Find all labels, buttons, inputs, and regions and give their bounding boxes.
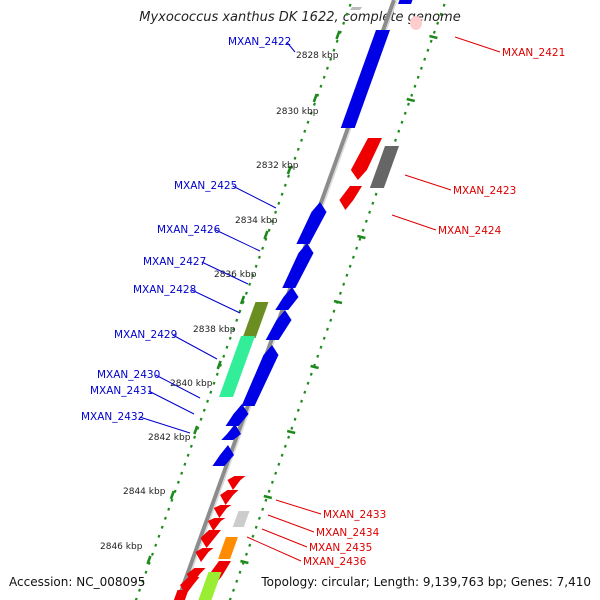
left-leader-line (201, 261, 249, 285)
major-tick (335, 30, 341, 40)
gene-block-2433b (220, 490, 239, 505)
left-leader-line (286, 41, 296, 53)
gene-block-2428 (242, 302, 269, 338)
right-leader-line (404, 174, 452, 191)
left-leader-line (232, 185, 277, 209)
kbp-label: 2834 kbp (235, 216, 278, 226)
kbp-label: 2844 kbp (123, 487, 166, 497)
right-gene-label: MXAN_2424 (438, 225, 502, 237)
gene-block-2425 (296, 202, 327, 244)
major-tick (429, 34, 438, 40)
major-tick (286, 165, 293, 175)
accession-text: Accession: NC_008095 (9, 575, 146, 589)
major-tick (239, 295, 246, 305)
major-tick (193, 425, 199, 435)
gene-block-2435 (218, 537, 238, 559)
major-tick (263, 230, 269, 240)
gene-block-2421-partial (410, 16, 422, 30)
gene-block-lime (198, 572, 222, 600)
right-gene-label: MXAN_2435 (309, 542, 372, 554)
gene-block-2433a (227, 476, 246, 490)
major-tick (333, 299, 343, 305)
gene-block-2429 (219, 336, 255, 397)
kbp-label: 2836 kbp (214, 270, 257, 280)
right-leader-line (267, 514, 315, 533)
major-tick (146, 555, 152, 565)
left-gene-label: MXAN_2428 (133, 284, 196, 296)
major-tick (216, 360, 222, 370)
left-leader-line (191, 289, 241, 314)
left-gene-label: MXAN_2429 (114, 329, 177, 341)
left-gene-label: MXAN_2426 (157, 224, 221, 236)
left-gene-label: MXAN_2430 (97, 369, 160, 381)
major-tick (169, 490, 176, 500)
kbp-label: 2830 kbp (276, 107, 319, 117)
gene-block-2427 (275, 287, 299, 310)
gene-block-2432 (212, 445, 234, 466)
left-gene-label: MXAN_2431 (90, 385, 153, 397)
left-gene-label: MXAN_2425 (174, 180, 237, 192)
gene-block-2423a (350, 138, 382, 180)
right-leader-line (391, 214, 437, 231)
kbp-label: 2832 kbp (256, 161, 299, 171)
gene-block-2431 (225, 404, 249, 426)
gene-block-2436a (195, 548, 214, 562)
major-tick (240, 559, 249, 565)
right-gene-label: MXAN_2423 (453, 185, 516, 197)
right-gene-label: MXAN_2421 (502, 47, 565, 59)
inner-tick-ring (134, 3, 352, 600)
right-leader-line (246, 536, 302, 562)
kbp-label: 2840 kbp (170, 379, 213, 389)
major-tick (310, 364, 319, 370)
left-leader-line (172, 334, 218, 360)
gene-block-2431b (221, 424, 241, 440)
left-leader-line (155, 374, 201, 399)
right-leader-line (454, 36, 501, 53)
left-leader-line (148, 390, 195, 415)
gene-block-2435b (200, 530, 221, 548)
gene-block-2423 (369, 146, 399, 188)
right-gene-label: MXAN_2434 (316, 527, 380, 539)
major-tick (406, 97, 416, 103)
gene-block-2433c (213, 505, 232, 518)
kbp-label: 2838 kbp (193, 325, 236, 335)
major-tick (312, 93, 318, 103)
left-gene-label: MXAN_2427 (143, 256, 206, 268)
major-tick (357, 234, 366, 240)
gene-block-2426 (282, 243, 314, 288)
left-leader-line (139, 416, 191, 434)
gene-block-2434 (232, 511, 250, 527)
gene-block-faint (350, 7, 362, 10)
kbp-label: 2842 kbp (148, 433, 191, 443)
gene-block-bottom (173, 590, 189, 600)
left-gene-label: MXAN_2422 (228, 36, 291, 48)
right-leader-line (261, 528, 308, 548)
right-leader-line (275, 499, 322, 515)
major-tick (263, 494, 273, 500)
genome-summary-text: Topology: circular; Length: 9,139,763 bp… (261, 575, 591, 589)
gene-block-top (398, 0, 413, 4)
gene-block-2434b (207, 518, 226, 531)
gene-block-2430 (241, 345, 279, 406)
left-gene-label: MXAN_2432 (81, 411, 144, 423)
gene-block-2427b (265, 310, 292, 340)
gene-block-2424 (339, 186, 362, 210)
kbp-label: 2828 kbp (296, 51, 339, 61)
kbp-label: 2846 kbp (100, 542, 143, 552)
right-gene-label: MXAN_2433 (323, 509, 386, 521)
major-tick (286, 429, 296, 435)
gene-block-2422 (340, 30, 390, 128)
left-leader-line (215, 229, 261, 252)
map-title: Myxococcus xanthus DK 1622, complete gen… (139, 10, 461, 25)
right-gene-label: MXAN_2436 (303, 556, 367, 568)
